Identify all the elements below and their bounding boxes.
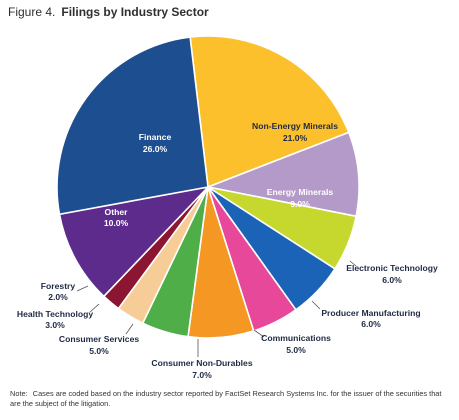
slice-value-producer-manufacturing: 6.0% [361, 319, 381, 329]
slice-value-non-energy-minerals: 21.0% [283, 133, 308, 143]
leader-line-communications [253, 329, 265, 338]
slice-name-consumer-non-durables: Consumer Non-Durables [151, 358, 252, 368]
slice-value-forestry: 2.0% [48, 292, 68, 302]
slice-name-forestry: Forestry [41, 281, 76, 291]
leader-line-health-technology [89, 303, 100, 313]
slice-finance [56, 36, 209, 216]
slice-name-producer-manufacturing: Producer Manufacturing [321, 308, 420, 318]
slice-name-communications: Communications [261, 333, 331, 343]
figure-title-text: Filings by Industry Sector [61, 5, 209, 19]
leader-line-consumer-services [125, 323, 134, 335]
slice-name-energy-minerals: Energy Minerals [267, 187, 334, 197]
slice-value-energy-minerals: 9.0% [290, 199, 310, 209]
slice-value-other: 10.0% [104, 218, 129, 228]
leader-line-electronic-technology [349, 260, 357, 267]
slice-other [58, 186, 209, 298]
slice-name-other: Other [105, 207, 129, 217]
figure-number: Figure 4. [8, 5, 56, 19]
slice-value-consumer-services: 5.0% [89, 346, 109, 356]
slice-name-health-technology: Health Technology [17, 309, 93, 319]
pie-chart: Non-Energy Minerals 21.0% Energy Minerals 9… [17, 35, 438, 380]
note-text: Cases are coded based on the industry se… [10, 389, 442, 408]
slice-name-non-energy-minerals: Non-Energy Minerals [252, 121, 338, 131]
slice-labels: Non-Energy Minerals 21.0% Energy Minerals 9… [17, 121, 438, 380]
leader-line-forestry [76, 285, 89, 292]
slice-name-electronic-technology: Electronic Technology [346, 263, 438, 273]
slice-value-communications: 5.0% [286, 345, 306, 355]
slice-value-consumer-non-durables: 7.0% [192, 370, 212, 380]
note-prefix: Note: [10, 389, 28, 398]
leader-lines [76, 260, 357, 357]
chart-note: Note: Cases are coded based on the indus… [10, 389, 450, 409]
slice-non-energy-minerals [189, 35, 350, 188]
slice-value-electronic-technology: 6.0% [382, 275, 402, 285]
slice-energy-minerals [207, 131, 360, 218]
leader-line-producer-manufacturing [311, 300, 321, 310]
slice-value-finance: 26.0% [143, 144, 168, 154]
figure-title: Figure 4. Filings by Industry Sector [8, 5, 209, 19]
slice-name-consumer-services: Consumer Services [59, 334, 139, 344]
slice-name-finance: Finance [139, 132, 172, 142]
slice-value-health-technology: 3.0% [45, 320, 65, 330]
pie-slices [56, 35, 360, 339]
